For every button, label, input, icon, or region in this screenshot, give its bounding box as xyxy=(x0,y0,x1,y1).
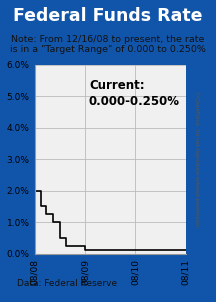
Text: ©ChartForce  Do not reproduce without permission.: ©ChartForce Do not reproduce without per… xyxy=(194,91,199,228)
Text: Note: From 12/16/08 to present, the rate
is in a "Target Range" of 0.000 to 0.25: Note: From 12/16/08 to present, the rate… xyxy=(10,35,206,54)
Text: Data: Federal Reserve: Data: Federal Reserve xyxy=(17,279,117,288)
Text: Federal Funds Rate: Federal Funds Rate xyxy=(13,7,203,25)
Text: Current:
0.000-0.250%: Current: 0.000-0.250% xyxy=(89,79,180,108)
